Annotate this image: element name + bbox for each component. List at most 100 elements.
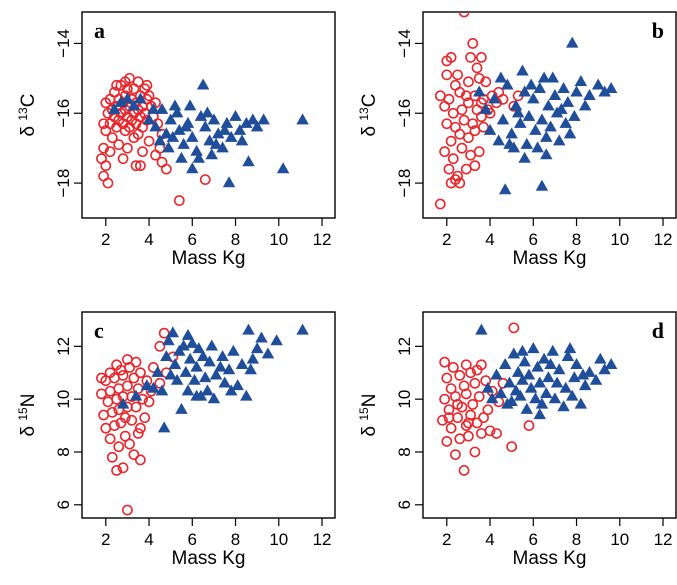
data-point-triangle	[186, 130, 199, 142]
data-point-circle	[456, 142, 468, 154]
data-point-triangle	[155, 102, 169, 114]
data-point-triangle	[559, 381, 572, 393]
data-point-triangle	[188, 373, 201, 385]
data-point-triangle	[246, 352, 260, 364]
data-point-triangle	[190, 389, 203, 401]
data-point-triangle	[190, 360, 203, 372]
plot-frame	[422, 11, 677, 219]
data-point-triangle	[604, 82, 618, 93]
data-point-triangle	[557, 82, 570, 93]
plot-frame	[81, 311, 336, 519]
data-point-triangle	[240, 389, 253, 401]
data-point-circle	[450, 449, 461, 461]
data-point-triangle	[168, 358, 182, 369]
data-point-circle	[460, 163, 472, 175]
x-tick-label: 8	[231, 230, 240, 249]
data-point-triangle	[488, 92, 501, 104]
x-axis-title: Mass Kg	[172, 248, 246, 269]
data-point-circle	[128, 372, 140, 384]
data-point-circle	[139, 412, 151, 424]
data-point-circle	[450, 391, 461, 402]
data-point-circle	[469, 446, 481, 458]
panel-label: a	[94, 18, 105, 43]
data-point-circle	[475, 359, 487, 371]
data-point-triangle	[205, 339, 218, 351]
data-point-triangle	[196, 78, 210, 90]
data-point-circle	[441, 118, 453, 130]
data-point-circle	[447, 153, 459, 165]
data-point-circle	[478, 121, 489, 133]
plot-frame	[422, 311, 677, 519]
data-point-triangle	[183, 99, 197, 111]
data-point-circle	[100, 97, 112, 109]
data-point-triangle	[222, 176, 236, 188]
data-point-circle	[439, 146, 451, 158]
data-point-circle	[124, 438, 135, 450]
data-point-triangle	[537, 71, 551, 83]
data-point-circle	[508, 322, 520, 334]
data-point-triangle	[563, 127, 577, 139]
y-tick-label: 10	[54, 390, 73, 409]
data-point-triangle	[242, 155, 255, 167]
data-point-circle	[143, 135, 155, 147]
panel-label: b	[652, 18, 664, 43]
data-point-triangle	[255, 331, 268, 343]
data-point-circle	[447, 362, 459, 373]
data-point-triangle	[490, 368, 503, 380]
x-tick-label: 12	[654, 530, 673, 549]
data-point-triangle	[186, 336, 199, 348]
y-axis-title: δ 13C	[357, 94, 380, 137]
data-point-triangle	[529, 392, 542, 404]
data-point-triangle	[557, 400, 570, 412]
data-point-triangle	[546, 344, 559, 356]
data-point-triangle	[594, 352, 607, 364]
x-tick-label: 12	[313, 530, 332, 549]
data-point-triangle	[296, 113, 309, 125]
data-point-triangle	[155, 384, 169, 396]
y-tick-label: −14	[395, 29, 414, 58]
data-point-triangle	[473, 85, 486, 97]
data-point-triangle	[604, 358, 618, 369]
data-point-triangle	[147, 102, 160, 114]
data-point-triangle	[209, 137, 223, 149]
data-point-triangle	[591, 78, 605, 90]
data-point-triangle	[207, 113, 221, 125]
data-point-triangle	[233, 123, 247, 135]
y-tick-label: 10	[395, 390, 414, 409]
data-point-triangle	[511, 106, 525, 118]
x-tick-label: 8	[572, 530, 581, 549]
data-point-triangle	[501, 78, 514, 90]
data-point-triangle	[244, 363, 257, 375]
data-point-circle	[434, 198, 446, 210]
data-point-triangle	[175, 402, 188, 414]
data-point-triangle	[257, 113, 270, 125]
data-point-triangle	[121, 92, 134, 104]
y-axis-title-element: N	[18, 394, 39, 408]
data-point-triangle	[574, 397, 588, 409]
data-point-circle	[111, 393, 122, 405]
data-point-triangle	[179, 120, 193, 132]
data-point-circle	[482, 404, 494, 416]
data-point-circle	[134, 367, 146, 379]
data-point-circle	[128, 132, 140, 144]
data-point-circle	[471, 62, 483, 74]
x-tick-label: 4	[144, 230, 153, 249]
data-point-triangle	[166, 326, 180, 338]
y-tick-label: 12	[54, 337, 73, 356]
data-point-circle	[96, 388, 107, 400]
data-point-circle	[199, 174, 211, 185]
data-point-triangle	[576, 368, 590, 380]
data-point-triangle	[242, 323, 255, 335]
data-point-triangle	[201, 384, 214, 396]
data-point-triangle	[583, 88, 596, 100]
x-tick-label: 6	[188, 530, 197, 549]
data-point-triangle	[127, 99, 141, 111]
data-point-circle	[467, 118, 479, 130]
data-point-circle	[111, 465, 122, 476]
data-point-circle	[467, 38, 479, 49]
data-point-circle	[463, 97, 474, 109]
data-point-triangle	[151, 365, 164, 377]
data-point-triangle	[220, 116, 234, 128]
data-point-triangle	[177, 137, 190, 149]
data-point-circle	[437, 414, 448, 426]
